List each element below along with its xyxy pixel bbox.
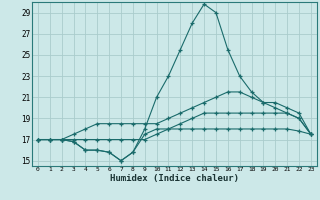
X-axis label: Humidex (Indice chaleur): Humidex (Indice chaleur) xyxy=(110,174,239,183)
